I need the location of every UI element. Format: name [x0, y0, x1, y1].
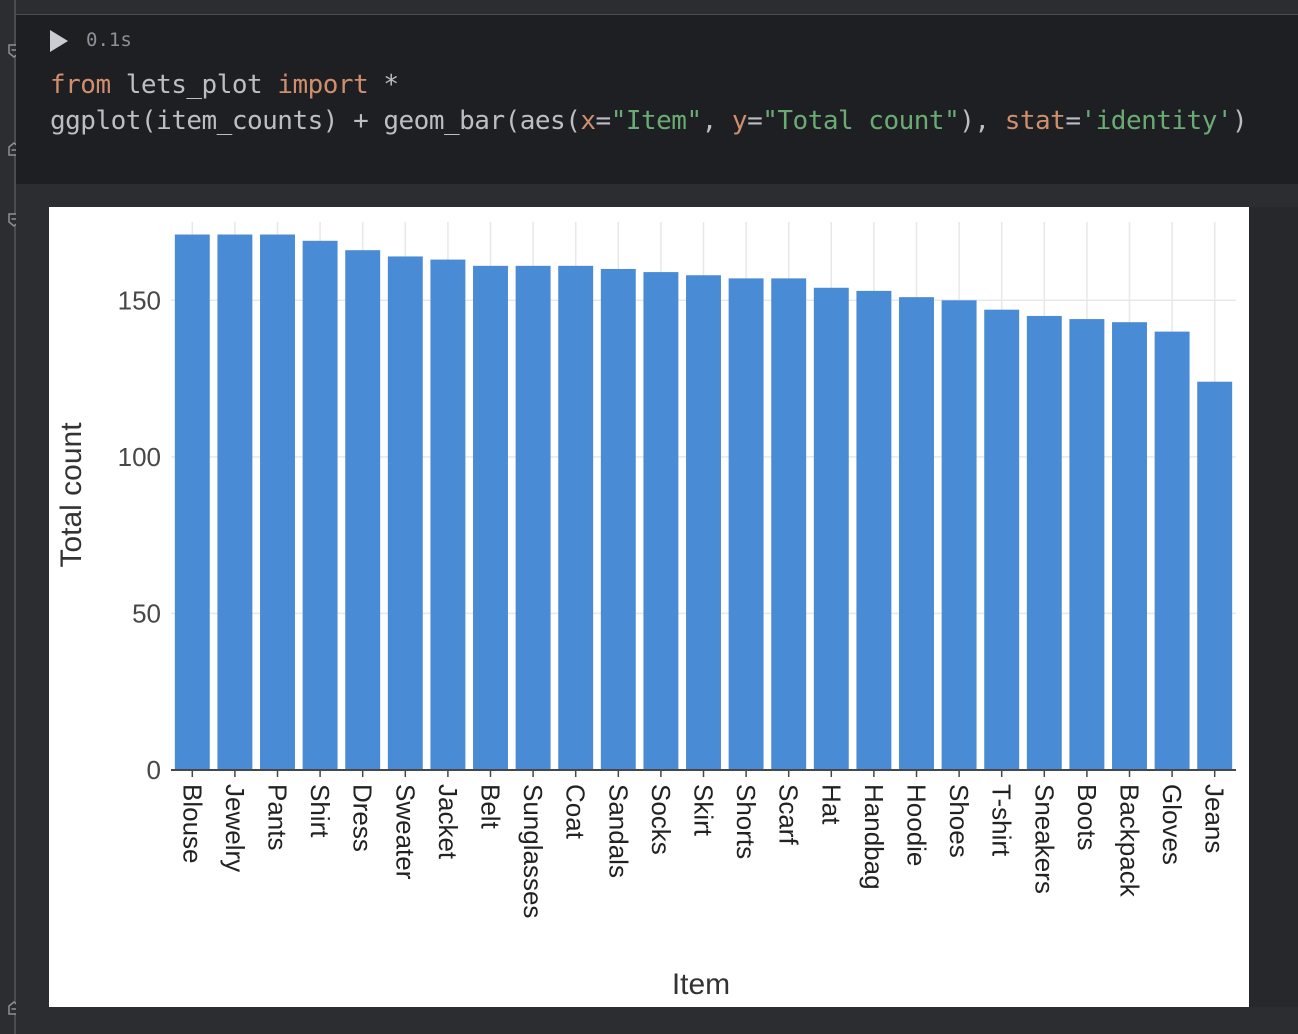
x-tick-label: Shorts: [731, 784, 761, 859]
x-tick-label: Handbag: [859, 784, 889, 890]
code-editor[interactable]: from lets_plot import * ggplot(item_coun…: [50, 67, 1248, 139]
code-call: ggplot(item_counts) + geom_bar(aes(: [50, 106, 581, 136]
x-tick-label: Gloves: [1157, 784, 1187, 865]
x-tick-label: Sunglasses: [518, 784, 548, 918]
x-tick-label: Sweater: [390, 784, 420, 880]
bar[interactable]: [217, 234, 253, 771]
bar[interactable]: [856, 290, 892, 770]
y-axis-title: Total count: [55, 422, 88, 568]
bar[interactable]: [643, 272, 679, 770]
x-tick-label: Jeans: [1200, 784, 1230, 853]
import-star: *: [368, 70, 399, 100]
bar[interactable]: [473, 265, 508, 770]
bar[interactable]: [1154, 331, 1190, 770]
bar[interactable]: [260, 234, 295, 771]
bar[interactable]: [345, 250, 381, 770]
bar[interactable]: [1026, 315, 1062, 770]
string-item: "Item": [610, 106, 702, 136]
x-tick-label: Skirt: [689, 784, 719, 837]
x-tick-label: Scarf: [774, 784, 804, 845]
string-identity: 'identity': [1080, 106, 1233, 136]
bar[interactable]: [1197, 381, 1233, 770]
bar[interactable]: [600, 268, 636, 770]
x-tick-label: Coat: [561, 784, 591, 840]
x-tick-label: Backpack: [1115, 784, 1145, 898]
bar[interactable]: [387, 256, 423, 771]
x-tick-label: Sandals: [603, 784, 633, 878]
x-tick-label: T-shirt: [987, 784, 1017, 857]
output-bottom-margin: [16, 1007, 1298, 1034]
run-icon[interactable]: [50, 30, 68, 52]
x-tick-label: Belt: [476, 784, 506, 830]
x-tick-label: Blouse: [177, 784, 207, 864]
string-total-count: "Total count": [762, 106, 960, 136]
bar[interactable]: [302, 240, 338, 770]
bar[interactable]: [515, 265, 551, 770]
x-tick-label: Boots: [1072, 784, 1102, 851]
editor-gutter: [0, 0, 16, 1034]
bar[interactable]: [728, 278, 764, 770]
module-name: lets_plot: [110, 70, 278, 100]
y-tick-label: 0: [147, 755, 161, 785]
x-tick-label: Dress: [348, 784, 378, 852]
x-tick-label: Jewelry: [220, 784, 250, 872]
y-tick-label: 150: [118, 285, 161, 315]
bar[interactable]: [174, 234, 210, 771]
axes: 0 50 100 150 Blouse Jewelry Pants Shirt Dress Swe…: [118, 285, 1236, 918]
bar[interactable]: [941, 300, 977, 770]
code-cell[interactable]: 0.1s from lets_plot import * ggplot(item…: [16, 14, 1298, 185]
bar-chart: 0 50 100 150 Blouse Jewelry Pants Shirt Dress Swe…: [55, 222, 1236, 1001]
bar[interactable]: [813, 287, 849, 770]
x-tick-label: Shirt: [305, 784, 335, 838]
bar[interactable]: [558, 265, 594, 770]
eq-x: =: [595, 106, 612, 136]
x-axis-title: Item: [672, 968, 730, 1001]
eq-stat: =: [1065, 106, 1081, 136]
x-tick-label: Sneakers: [1029, 784, 1059, 894]
x-tick-label: Shoes: [944, 784, 974, 858]
bar[interactable]: [899, 297, 934, 770]
arg-stat: stat: [1004, 106, 1066, 136]
comma: ,: [701, 106, 732, 136]
keyword-from: from: [50, 70, 111, 100]
x-tick-label: Socks: [646, 784, 676, 855]
close-aes: ),: [959, 106, 1005, 136]
bars: [174, 234, 1233, 771]
bar[interactable]: [1112, 322, 1147, 770]
bar[interactable]: [430, 259, 466, 770]
x-tick-label: Jacket: [433, 784, 463, 860]
x-tick-label: Pants: [263, 784, 293, 851]
bar[interactable]: [1069, 319, 1105, 770]
gutter-line: [14, 0, 16, 1034]
y-tick-label: 100: [118, 442, 161, 472]
output-right-margin: [1249, 207, 1298, 1007]
arg-x: x: [580, 106, 596, 136]
x-tick-label: Hoodie: [902, 784, 932, 866]
x-tick-label: Hat: [816, 784, 846, 825]
close-call: ): [1232, 106, 1248, 136]
bar[interactable]: [771, 278, 807, 770]
execution-time: 0.1s: [86, 29, 132, 51]
arg-y: y: [731, 106, 748, 136]
y-tick-label: 50: [132, 598, 161, 628]
bar[interactable]: [984, 309, 1020, 770]
bar[interactable]: [686, 275, 721, 770]
keyword-import: import: [277, 70, 369, 100]
eq-y: =: [747, 106, 763, 136]
